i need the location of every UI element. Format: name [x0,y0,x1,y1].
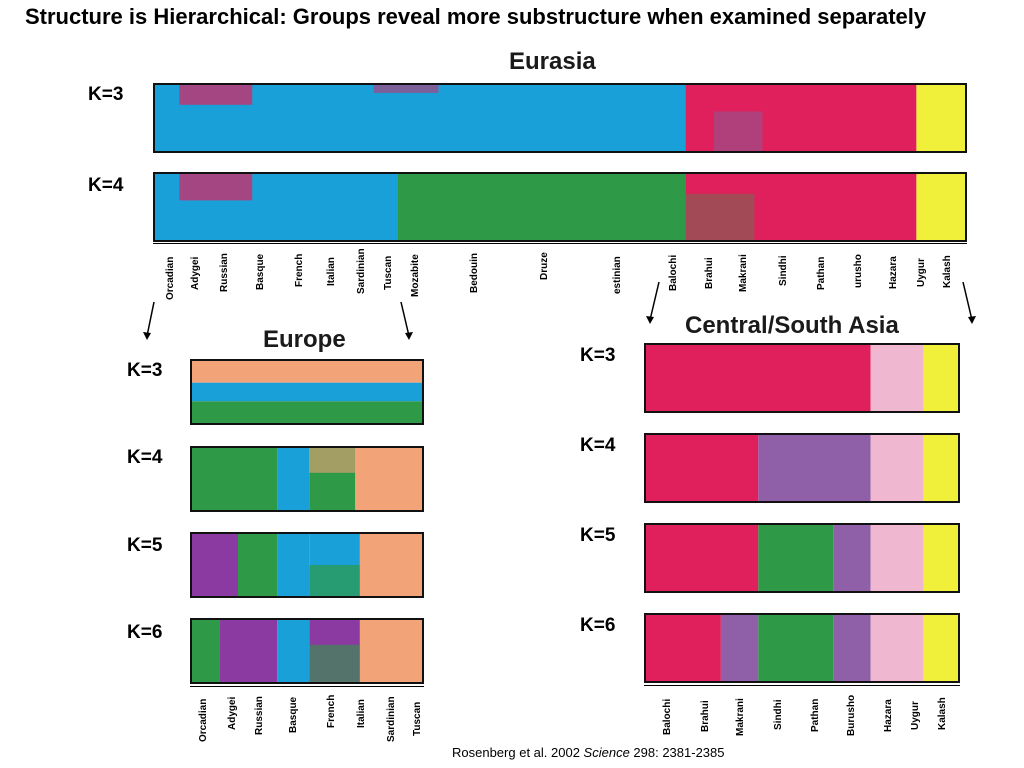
csa-pop-label: Kalash [937,697,948,730]
csa-k3-panel [644,343,960,413]
eurasia-pop-label: Bedouin [469,253,480,293]
citation-volume: 298: 2381-2385 [629,745,725,760]
eurasia-pop-label: Brahui [704,257,715,289]
csa-k5-panel [644,523,960,593]
europe-k3-bars [192,361,422,423]
europe-axis [190,686,424,687]
csa-k4-panel [644,433,960,503]
csa-k5-bars [646,525,958,591]
csa-k6-bars [646,615,958,681]
europe-k5-label: K=5 [127,535,163,556]
csa-k3-label: K=3 [580,345,616,366]
europe-pop-label: Tuscan [412,701,423,736]
arrow-asia-right [962,281,976,324]
csa-pop-label: Sindhi [773,699,784,730]
europe-pop-label: Orcadian [198,698,209,742]
europe-pop-label: Sardinian [386,696,397,742]
europe-pop-label: Basque [288,696,299,733]
citation: Rosenberg et al. 2002 Science 298: 2381-… [452,745,725,760]
eurasia-pop-label: French [294,253,305,287]
csa-pop-label: Uygur [910,701,921,730]
europe-k4-label: K=4 [127,447,163,468]
csa-pop-label: Balochi [662,698,673,735]
europe-k4-panel [190,446,424,512]
arrow-asia-left [646,281,660,324]
citation-journal: Science [583,745,630,760]
csa-pop-label: Pathan [810,698,821,732]
csa-k4-bars [646,435,958,501]
eurasia-pop-label: Mozabite [410,254,421,297]
eurasia-k4-panel [153,172,967,242]
europe-pop-label: Adygei [227,696,238,730]
eurasia-pop-label: Uygur [916,258,927,287]
csa-k3-bars [646,345,958,411]
europe-k6-bars [192,620,422,682]
eurasia-title: Eurasia [509,48,596,75]
eurasia-k3-bars [155,85,965,151]
eurasia-pop-label: Makrani [738,254,749,292]
europe-k4-bars [192,448,422,510]
eurasia-pop-label: Sardinian [356,248,367,294]
eurasia-pop-label: Tuscan [383,255,394,290]
eurasia-axis [153,243,967,244]
csa-pop-label: Makrani [735,698,746,736]
csa-k6-label: K=6 [580,615,616,636]
csa-k4-label: K=4 [580,435,616,456]
europe-k5-panel [190,532,424,598]
eurasia-pop-label: Druze [539,252,550,280]
europe-pop-label: Italian [356,699,367,728]
eurasia-pop-label: Balochi [668,254,679,291]
eurasia-pop-label: Hazara [888,256,899,289]
eurasia-pop-label: Pathan [816,256,827,290]
europe-k6-label: K=6 [127,622,163,643]
csa-pop-label: Burusho [846,694,857,736]
eurasia-pop-label: Basque [255,253,266,290]
eurasia-pop-label: Sindhi [778,255,789,286]
eurasia-k4-bars [155,174,965,240]
europe-k6-panel [190,618,424,684]
eurasia-k3-label: K=3 [88,84,124,105]
arrow-europe-right [400,301,413,340]
csa-pop-label: Brahui [700,700,711,732]
europe-k3-panel [190,359,424,425]
europe-pop-label: Russian [254,696,265,735]
europe-k3-label: K=3 [127,360,163,381]
europe-pop-label: French [326,694,337,728]
slide-title: Structure is Hierarchical: Groups reveal… [25,4,927,29]
csa-title: Central/South Asia [685,312,899,339]
eurasia-k3-panel [153,83,967,153]
europe-k5-bars [192,534,422,596]
csa-k6-panel [644,613,960,683]
eurasia-pop-label: urusho [853,254,864,288]
eurasia-k4-label: K=4 [88,175,124,196]
eurasia-pop-label: Adygei [190,256,201,290]
eurasia-pop-label: Kalash [942,255,953,288]
eurasia-pop-label: Orcadian [165,256,176,300]
arrow-europe-left [143,301,155,340]
europe-title: Europe [263,326,346,353]
eurasia-pop-label: Russian [219,253,230,292]
citation-authors: Rosenberg et al. 2002 [452,745,584,760]
csa-axis [644,685,960,686]
eurasia-pop-label: estinian [612,256,623,294]
csa-k5-label: K=5 [580,525,616,546]
eurasia-pop-label: Italian [326,257,337,286]
csa-pop-label: Hazara [883,699,894,732]
